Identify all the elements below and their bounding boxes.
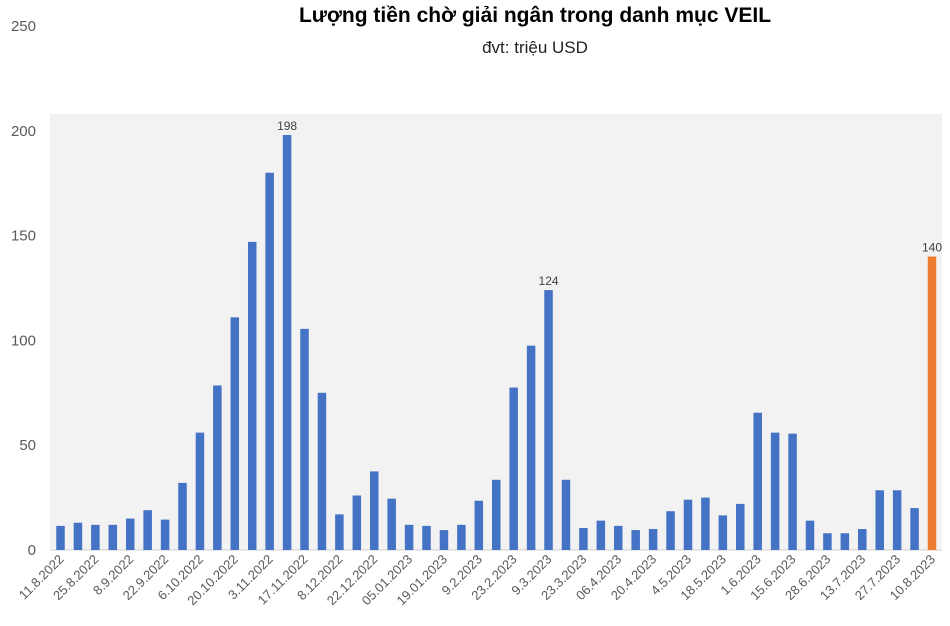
y-axis-ticks: 0 50 100 150 200 250 xyxy=(11,18,36,559)
bar xyxy=(143,510,152,550)
data-labels-group: 198 124 140 xyxy=(277,119,942,288)
bar xyxy=(736,503,745,550)
chart-title: Lượng tiền chờ giải ngân trong danh mục … xyxy=(298,4,772,27)
bar xyxy=(579,527,588,550)
bar xyxy=(561,479,571,550)
bars-group xyxy=(56,134,937,550)
y-tick-label: 0 xyxy=(28,542,36,559)
bar xyxy=(875,490,884,550)
data-label: 140 xyxy=(922,241,942,255)
bar xyxy=(927,256,937,550)
bar xyxy=(648,529,658,550)
y-tick-label: 200 xyxy=(11,123,36,140)
bar xyxy=(892,490,902,550)
bar xyxy=(805,520,815,550)
bar xyxy=(369,471,379,550)
bar xyxy=(910,508,919,550)
bar xyxy=(666,511,675,550)
bar xyxy=(178,482,187,550)
bar xyxy=(701,497,710,550)
bar xyxy=(509,387,518,550)
bar xyxy=(492,479,501,550)
chart-subtitle: đvt: triệu USD xyxy=(482,38,588,57)
bar xyxy=(823,533,832,550)
bar xyxy=(195,432,205,550)
bar xyxy=(596,520,606,550)
bar xyxy=(73,522,83,550)
x-axis-ticks: 11.8.202225.8.20228.9.202222.9.20226.10.… xyxy=(16,552,938,609)
bar xyxy=(91,524,100,550)
bar xyxy=(718,515,728,550)
bar xyxy=(457,524,466,550)
data-label: 124 xyxy=(539,274,559,288)
bar xyxy=(247,241,257,550)
bar xyxy=(788,433,797,550)
y-tick-label: 150 xyxy=(11,228,36,245)
bar xyxy=(858,529,867,550)
bar xyxy=(439,530,449,550)
bar xyxy=(840,533,850,550)
bar xyxy=(387,498,396,550)
bar xyxy=(160,519,170,550)
bar xyxy=(614,525,623,550)
bar xyxy=(404,524,414,550)
data-label: 198 xyxy=(277,119,297,133)
bar xyxy=(474,500,484,550)
bar xyxy=(683,499,693,550)
bar xyxy=(335,514,344,550)
bar xyxy=(230,317,240,550)
bar xyxy=(300,328,309,550)
bar xyxy=(631,530,640,550)
bar xyxy=(352,495,362,550)
bar xyxy=(544,290,553,550)
bar xyxy=(213,385,222,550)
bar xyxy=(526,345,536,550)
y-tick-label: 100 xyxy=(11,332,36,349)
bar xyxy=(317,392,327,550)
bar xyxy=(422,525,431,550)
bar xyxy=(770,432,780,550)
bar xyxy=(753,412,762,550)
bar xyxy=(108,524,118,550)
y-tick-label: 50 xyxy=(19,437,36,454)
bar xyxy=(265,172,274,550)
y-tick-label: 250 xyxy=(11,18,36,35)
bar xyxy=(125,518,135,550)
bar xyxy=(56,525,65,550)
bar xyxy=(282,134,292,550)
